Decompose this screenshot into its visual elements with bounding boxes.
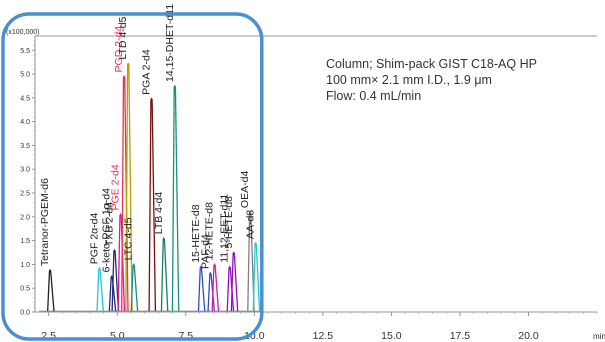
x-tick-label: 20.0 — [518, 330, 539, 342]
peak — [207, 271, 216, 312]
peak-label: LTD 4-d5 — [117, 16, 129, 59]
x-unit-label: min — [593, 332, 605, 341]
peak-label: 6-keto-PGF 1α-d4 — [101, 188, 113, 272]
peak — [171, 84, 180, 312]
peak — [197, 265, 206, 312]
peak-label: PAF-d4 — [199, 234, 211, 269]
y-tick-label: 1.0 — [20, 262, 30, 269]
peak-label: TXB 2-d4 — [104, 202, 116, 247]
peak-label: AA-d8 — [245, 210, 257, 239]
peak-label: PGF 2α-d4 — [88, 212, 100, 264]
x-tick-label: 12.5 — [313, 330, 334, 342]
peak — [130, 263, 139, 312]
y-tick-label: 2.5 — [20, 191, 30, 198]
y-tick-label: 0.0 — [20, 310, 30, 317]
peak-label: LTB 4-d4 — [153, 192, 165, 235]
peak-label: PGA 2-d4 — [141, 49, 153, 95]
peak — [252, 241, 261, 312]
y-tick-label: 3.0 — [20, 167, 30, 174]
x-tick-label: 17.5 — [450, 330, 471, 342]
peak — [125, 62, 133, 312]
highlight-box — [1, 12, 264, 341]
y-scale-label: (x100,000) — [6, 29, 39, 36]
peak — [160, 236, 169, 312]
peak-label: OEA-d4 — [239, 171, 251, 209]
peak-label: Tetranor-PGEM-d6 — [39, 178, 51, 266]
peak — [148, 97, 157, 312]
peak — [211, 263, 220, 312]
y-tick-label: 5.0 — [20, 72, 30, 79]
peak — [230, 251, 239, 312]
y-tick-label: 3.5 — [20, 143, 30, 150]
peak-label: 11,12-EET-d11 — [219, 194, 231, 263]
y-tick-label: 2.0 — [20, 214, 30, 221]
y-tick-label: 0.5 — [20, 286, 30, 293]
peak-label: 15-HETE-d8 — [190, 204, 202, 263]
peak — [47, 268, 55, 312]
flow-info: Flow: 0.4 mL/min — [326, 89, 422, 103]
peak-label: 5-HETE-d8 — [223, 196, 235, 249]
y-tick-label: 4.0 — [20, 119, 30, 126]
peak — [247, 210, 255, 312]
peak-label: PGE 2-d4 — [110, 164, 122, 210]
x-tick-label: 15.0 — [381, 330, 402, 342]
peak — [226, 265, 235, 312]
peak — [108, 275, 117, 312]
peak — [121, 75, 129, 312]
y-tick-label: 4.5 — [20, 95, 30, 102]
column-info: Column; Shim-pack GIST C18-AQ HP — [326, 57, 537, 71]
peak — [96, 266, 104, 312]
peak-label: 14,15-DHET-d11 — [164, 4, 176, 82]
x-tick-label: 10.0 — [244, 330, 265, 342]
peak-label: 12-HETE-d8 — [204, 202, 216, 261]
method-info: Column; Shim-pack GIST C18-AQ HP 100 mm×… — [326, 56, 537, 104]
y-tick-label: 1.5 — [20, 238, 30, 245]
peak-label: LTC 4-d5 — [123, 217, 135, 260]
dimension-info: 100 mm× 2.1 mm I.D., 1.9 μm — [326, 73, 492, 87]
y-tick-label: 5.5 — [20, 48, 30, 55]
peak-label: PGD 2-d4 — [113, 26, 125, 73]
peak — [111, 248, 120, 312]
